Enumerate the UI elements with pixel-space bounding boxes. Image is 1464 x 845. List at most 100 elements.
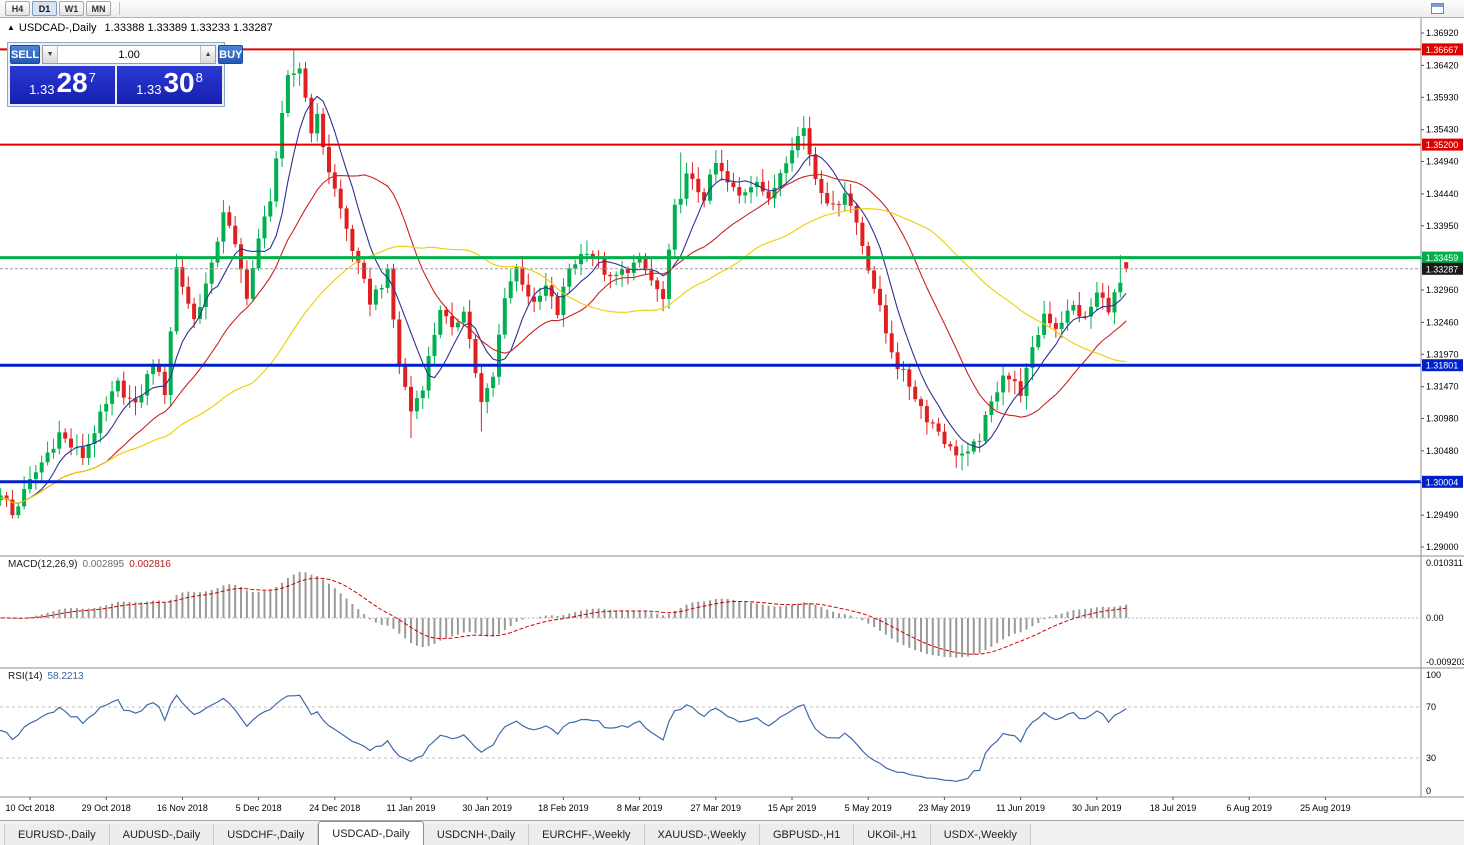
timeframe-button-h4[interactable]: H4 (5, 1, 30, 16)
chart-tab-eurusd-daily[interactable]: EURUSD-,Daily (4, 824, 110, 845)
sell-price-pips: 28 (56, 67, 88, 98)
ma-45-line (0, 208, 1127, 504)
chart-background (0, 18, 1464, 820)
price-axis-label: 1.34940 (1426, 157, 1459, 167)
rsi-axis-label: 100 (1426, 670, 1441, 680)
price-axis-label: 1.29000 (1426, 542, 1459, 552)
chart-tab-audusd-daily[interactable]: AUDUSD-,Daily (109, 824, 215, 845)
time-axis-label: 29 Oct 2018 (82, 803, 131, 813)
chart-tab-eurchf-weekly[interactable]: EURCHF-,Weekly (529, 824, 645, 845)
rsi-axis-label: 30 (1426, 753, 1436, 763)
timeframe-button-mn[interactable]: MN (86, 1, 111, 16)
volume-decrease-button[interactable]: ▼ (43, 46, 59, 63)
symbol-timeframe-label: USDCAD-,Daily (18, 22, 97, 34)
buy-price-display[interactable]: 1.33 30 8 (117, 66, 222, 104)
timeframe-button-w1[interactable]: W1 (59, 1, 84, 16)
price-marker-labels: 1.36667 1.35200 1.33459 1.31801 1.30004 1.332… (1422, 43, 1463, 488)
buy-price-prefix: 1.33 (136, 82, 162, 97)
chart-window-icon[interactable] (1431, 3, 1444, 14)
rsi-name: RSI(14) (8, 671, 43, 682)
time-axis-label: 18 Feb 2019 (538, 803, 589, 813)
price-marker-label: 1.31801 (1426, 361, 1459, 371)
time-axis-label: 24 Dec 2018 (309, 803, 360, 813)
price-axis-label: 1.30980 (1426, 414, 1459, 424)
time-axis-label: 27 Mar 2019 (691, 803, 742, 813)
price-axis-label: 1.33950 (1426, 221, 1459, 231)
price-axis-label: 1.35430 (1426, 125, 1459, 135)
macd-signal-value: 0.002816 (129, 559, 171, 570)
macd-axis-label: 0.00 (1426, 613, 1444, 623)
price-marker-label: 1.35200 (1426, 140, 1459, 150)
panel-collapse-triangle-icon[interactable]: ▲ (7, 23, 15, 32)
chart-tab-usdx-weekly[interactable]: USDX-,Weekly (930, 824, 1031, 845)
price-axis-label: 1.36920 (1426, 28, 1459, 38)
chart-tab-usdchf-daily[interactable]: USDCHF-,Daily (214, 824, 319, 845)
macd-axis[interactable]: 0.010311 0.00 -0.009203 (1426, 558, 1464, 667)
sell-price-prefix: 1.33 (29, 82, 55, 97)
price-axis-label: 1.29490 (1426, 510, 1459, 520)
chart-tab-usdcnh-daily[interactable]: USDCNH-,Daily (423, 824, 530, 845)
time-axis-label: 5 May 2019 (845, 803, 892, 813)
time-axis-label: 18 Jul 2019 (1150, 803, 1197, 813)
volume-input[interactable] (58, 46, 201, 63)
price-marker-label: 1.30004 (1426, 477, 1459, 487)
timeframe-toolbar: H4 D1 W1 MN (0, 0, 1464, 18)
rsi-line (0, 694, 1127, 782)
time-axis-label: 8 Mar 2019 (617, 803, 663, 813)
toolbar-separator (119, 2, 120, 15)
chart-tab-ukoil-h1[interactable]: UKOil-,H1 (854, 824, 931, 845)
buy-price-pips: 30 (163, 67, 195, 98)
time-axis-label: 15 Apr 2019 (768, 803, 817, 813)
sell-button[interactable]: SELL (10, 45, 41, 64)
rsi-axis[interactable]: 100 70 30 0 (1426, 670, 1441, 796)
volume-control: ▼ ▲ (42, 45, 217, 64)
chart-window-tabbar: EURUSD-,Daily AUDUSD-,Daily USDCHF-,Daily U… (0, 820, 1464, 845)
volume-increase-button[interactable]: ▲ (200, 46, 216, 63)
chart-title: ▲ USDCAD-,Daily 1.33388 1.33389 1.33233 1.… (7, 22, 273, 34)
buy-button[interactable]: BUY (218, 45, 244, 64)
price-marker-label: 1.33459 (1426, 253, 1459, 263)
sell-price-point: 7 (88, 70, 96, 85)
price-marker-label: 1.33287 (1426, 264, 1459, 274)
macd-indicator-label: MACD(12,26,9) 0.002895 0.002816 (8, 559, 176, 570)
time-axis-label: 25 Aug 2019 (1300, 803, 1351, 813)
rsi-value: 58.2213 (47, 671, 84, 682)
sell-price-display[interactable]: 1.33 28 7 (10, 66, 115, 104)
moving-average-lines (0, 95, 1127, 504)
timeframe-button-group: H4 D1 W1 MN (5, 1, 111, 16)
price-axis-label: 1.35930 (1426, 92, 1459, 102)
time-axis-label: 11 Jan 2019 (387, 803, 436, 813)
price-axis-label: 1.32460 (1426, 317, 1459, 327)
chart-canvas[interactable]: 1.36920 1.36420 1.35930 1.35430 1.34940 1.344… (0, 18, 1464, 820)
ma-20-line (0, 173, 1127, 504)
price-axis-label: 1.31470 (1426, 382, 1459, 392)
timeframe-button-d1[interactable]: D1 (32, 1, 57, 16)
time-axis-label: 30 Jan 2019 (462, 803, 512, 813)
macd-axis-label: 0.010311 (1426, 558, 1463, 568)
macd-name: MACD(12,26,9) (8, 559, 78, 570)
price-axis-label: 1.32960 (1426, 285, 1459, 295)
price-axis-label: 1.31970 (1426, 349, 1459, 359)
ohlc-values: 1.33388 1.33389 1.33233 1.33287 (104, 22, 273, 34)
chart-tab-gbpusd-h1[interactable]: GBPUSD-,H1 (759, 824, 855, 845)
rsi-indicator-label: RSI(14) 58.2213 (8, 671, 89, 682)
rsi-axis-label: 0 (1426, 786, 1431, 796)
candlesticks (0, 49, 1129, 519)
price-axis-label: 1.30480 (1426, 446, 1459, 456)
macd-signal-line (0, 577, 1127, 655)
price-axis-label: 1.34440 (1426, 189, 1459, 199)
chart-tab-usdcad-daily[interactable]: USDCAD-,Daily (318, 821, 424, 845)
time-axis-label: 30 Jun 2019 (1072, 803, 1122, 813)
time-axis-label: 23 May 2019 (918, 803, 970, 813)
time-axis-label: 6 Aug 2019 (1226, 803, 1272, 813)
time-axis-label: 5 Dec 2018 (236, 803, 282, 813)
ma-7-line (0, 95, 1127, 504)
rsi-axis-label: 70 (1426, 702, 1436, 712)
time-axis-label: 10 Oct 2018 (5, 803, 54, 813)
macd-main-value: 0.002895 (82, 559, 125, 570)
chart-tab-xauusd-weekly[interactable]: XAUUSD-,Weekly (644, 824, 760, 845)
time-axis[interactable]: 10 Oct 2018 29 Oct 2018 16 Nov 2018 5 Dec 2… (5, 797, 1351, 813)
price-marker-label: 1.36667 (1426, 45, 1459, 55)
